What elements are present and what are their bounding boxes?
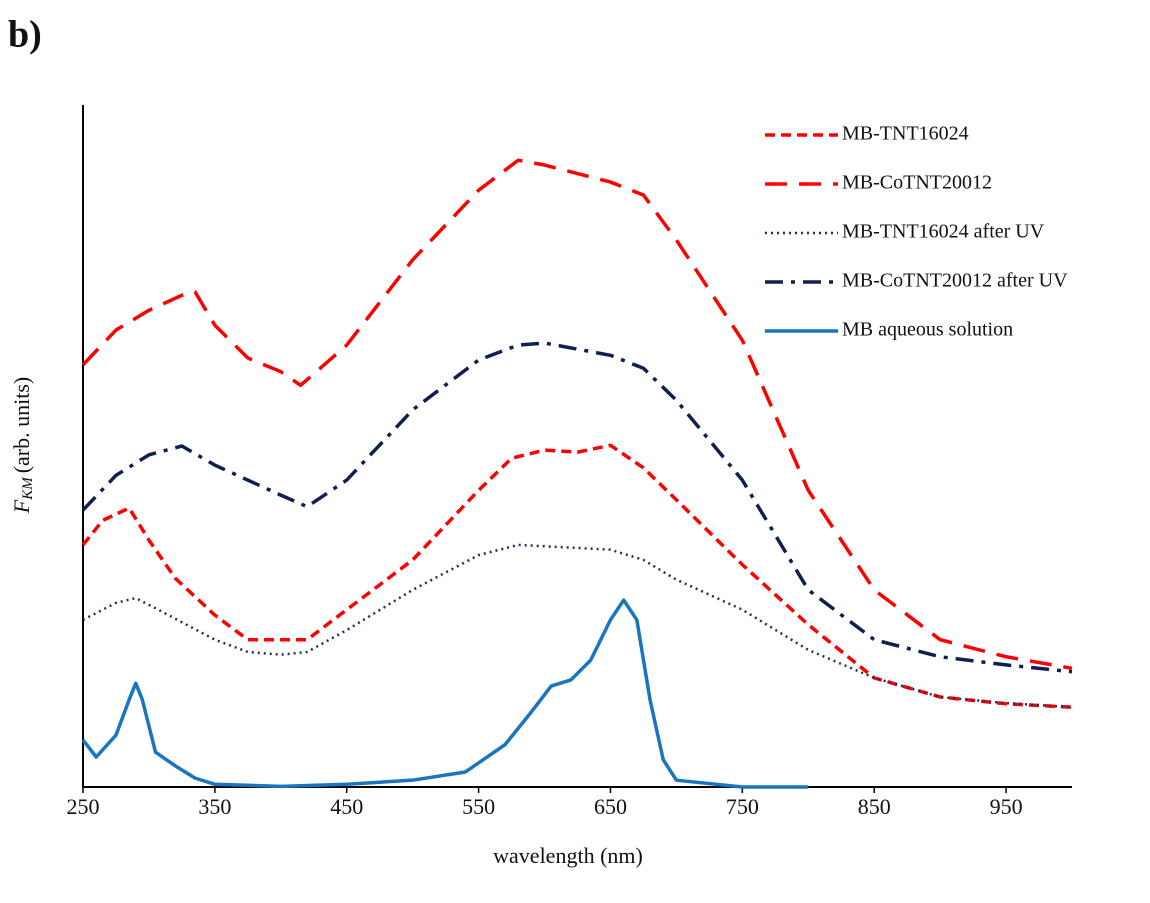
x-tick-label: 450 (330, 794, 363, 819)
series-line (81, 341, 1073, 674)
x-tick-label: 950 (990, 794, 1023, 819)
x-tick-label: 250 (67, 794, 100, 819)
x-tick-label: 550 (462, 794, 495, 819)
y-label-unit: (arb. units) (9, 377, 34, 474)
legend-label: MB-TNT16024 after UV (842, 221, 1045, 243)
x-tick-label: 750 (726, 794, 759, 819)
series-line (81, 443, 1073, 709)
x-tick-label: 650 (594, 794, 627, 819)
y-axis-label: FKM(arb. units) (9, 377, 36, 514)
x-tick-label: 350 (198, 794, 231, 819)
x-tick-label: 850 (858, 794, 891, 819)
legend-label: MB-CoTNT20012 (842, 172, 992, 194)
series-line (82, 543, 1073, 709)
y-label-subscript: KM (20, 476, 36, 501)
legend-label: MB-TNT16024 (842, 123, 969, 145)
y-label-symbol: F (9, 499, 34, 514)
panel-label: b) (8, 14, 42, 56)
legend-label: MB-CoTNT20012 after UV (842, 270, 1068, 292)
x-axis-label: wavelength (nm) (493, 843, 643, 868)
series-line (81, 158, 1073, 671)
legend-label: MB aqueous solution (842, 319, 1013, 341)
series-line (81, 598, 809, 789)
